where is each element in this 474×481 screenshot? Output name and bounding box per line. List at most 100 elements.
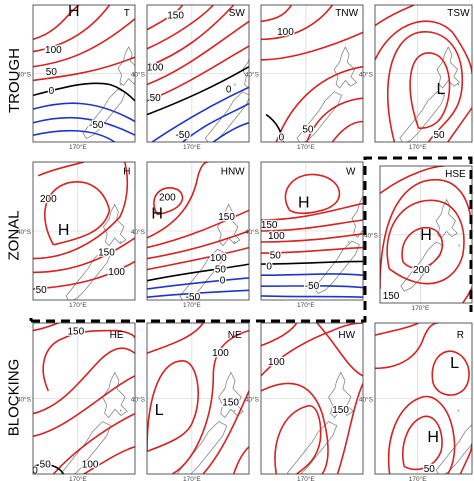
contour-line bbox=[147, 5, 214, 50]
contour-line bbox=[151, 86, 249, 142]
pressure-center-label: H bbox=[427, 429, 439, 446]
contour-value-label: 150 bbox=[67, 327, 84, 338]
panel-frame bbox=[374, 322, 473, 475]
contour-line bbox=[431, 350, 470, 396]
contour-line bbox=[147, 5, 235, 68]
latitude-tick-label: 40°S bbox=[364, 232, 379, 240]
panel-title: H bbox=[123, 167, 130, 178]
panel-sw: 150 100 50 0 -50 SW 40°S 170°E bbox=[131, 4, 250, 151]
station-marker bbox=[233, 409, 236, 412]
panel-tsw: L 50 TSW 40°S 170°E bbox=[359, 4, 473, 151]
contour-value-label: 50 bbox=[215, 264, 227, 275]
contour-line bbox=[275, 65, 363, 142]
contour-value-label: 50 bbox=[46, 67, 58, 78]
contour-line bbox=[261, 323, 298, 347]
contour-line bbox=[33, 323, 59, 332]
pressure-center-label: L bbox=[450, 355, 459, 372]
contour-line bbox=[33, 5, 80, 41]
station-marker bbox=[119, 241, 122, 243]
latitude-tick-label: 40°S bbox=[17, 228, 32, 236]
contour-line bbox=[402, 415, 443, 471]
contour-value-label: 0 bbox=[266, 262, 272, 273]
contour-line bbox=[33, 347, 135, 415]
contour-value-label: 100 bbox=[45, 45, 62, 56]
station-marker bbox=[457, 83, 460, 86]
contour-line bbox=[386, 31, 464, 142]
contour-line bbox=[33, 463, 65, 474]
contour-line bbox=[261, 323, 363, 377]
contour-line bbox=[153, 187, 184, 216]
station-marker bbox=[119, 409, 122, 412]
contour-value-label: -50 bbox=[89, 120, 104, 131]
longitude-tick-label: 170°E bbox=[409, 143, 427, 151]
contour-line bbox=[33, 82, 135, 102]
contour-line bbox=[331, 120, 363, 142]
contour-value-label: 100 bbox=[268, 357, 285, 368]
new-zealand-outline bbox=[61, 371, 128, 474]
contour-line bbox=[265, 113, 285, 142]
panel-t: H 100 50 0 -50 T 40°S 170°E bbox=[17, 4, 136, 151]
longitude-tick-label: 170°E bbox=[409, 475, 427, 481]
contour-value-label: 0 bbox=[49, 86, 55, 97]
contour-value-label: 100 bbox=[210, 253, 227, 264]
contour-line bbox=[147, 209, 249, 249]
station-marker bbox=[119, 83, 122, 86]
contour-line bbox=[33, 162, 129, 260]
station-marker bbox=[233, 241, 236, 243]
contour-line bbox=[375, 323, 419, 336]
pressure-center-label: L bbox=[155, 402, 164, 419]
contour-line bbox=[33, 56, 135, 82]
new-zealand-outline bbox=[177, 371, 244, 474]
contour-line bbox=[33, 116, 135, 136]
contour-value-label: -50 bbox=[175, 130, 190, 141]
contour-line bbox=[147, 66, 249, 116]
contour-value-label: 100 bbox=[212, 348, 229, 359]
contour-line bbox=[401, 226, 444, 269]
longitude-tick-label: 170°E bbox=[297, 143, 315, 151]
contour-value-label: 200 bbox=[159, 193, 176, 204]
panel-frame bbox=[146, 161, 250, 301]
contour-line bbox=[261, 31, 363, 61]
contour-line bbox=[261, 295, 363, 298]
new-zealand-outline bbox=[287, 371, 354, 474]
contour-line bbox=[147, 246, 249, 271]
latitude-tick-label: 40°S bbox=[245, 71, 260, 79]
contour-line bbox=[172, 329, 249, 474]
contour-line bbox=[33, 102, 135, 123]
contour-value-label: 100 bbox=[147, 63, 164, 74]
station-marker bbox=[458, 244, 461, 247]
station-marker bbox=[347, 83, 350, 86]
panel-r: L H 50 R 40°S 170°E bbox=[359, 322, 473, 481]
latitude-tick-label: 40°S bbox=[245, 228, 260, 236]
panel-title: R bbox=[457, 330, 464, 341]
contour-line bbox=[212, 122, 249, 142]
contour-value-label: 150 bbox=[98, 248, 115, 259]
contour-line bbox=[375, 5, 415, 27]
latitude-tick-label: 40°S bbox=[131, 228, 146, 236]
contour-line bbox=[447, 107, 472, 142]
contour-value-label: 0 bbox=[32, 466, 38, 477]
panel-title: T bbox=[124, 8, 130, 19]
longitude-tick-label: 170°E bbox=[183, 475, 201, 481]
pressure-center-label: H bbox=[298, 195, 310, 212]
contour-value-label: 100 bbox=[82, 460, 99, 471]
panel-title: TSW bbox=[447, 8, 470, 19]
longitude-tick-label: 170°E bbox=[69, 143, 87, 151]
contour-value-label: 50 bbox=[424, 464, 436, 475]
panel-title: W bbox=[346, 167, 356, 178]
contour-value-label: 200 bbox=[40, 194, 57, 205]
contour-line bbox=[42, 329, 135, 392]
contour-line bbox=[182, 102, 249, 142]
longitude-tick-label: 170°E bbox=[69, 475, 87, 481]
panel-title: NE bbox=[228, 330, 242, 341]
contour-value-label: 50 bbox=[433, 130, 445, 141]
contour-value-label: 100 bbox=[277, 27, 294, 38]
pressure-center-label: H bbox=[151, 206, 163, 223]
panel-he: 150 500 100 HE 40°S 170°E bbox=[17, 322, 136, 481]
contour-line bbox=[52, 412, 135, 474]
contour-value-label: 150 bbox=[167, 11, 184, 22]
latitude-tick-label: 40°S bbox=[245, 396, 260, 404]
contour-line bbox=[37, 162, 85, 177]
